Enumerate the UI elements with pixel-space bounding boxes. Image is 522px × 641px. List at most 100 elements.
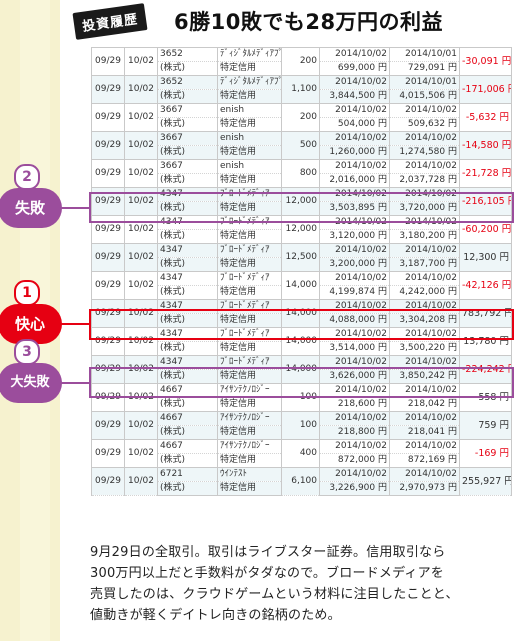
open-date: 2014/10/02 <box>319 243 390 258</box>
settle-date: 10/02 <box>124 131 158 160</box>
settle-date: 10/02 <box>124 383 158 412</box>
credit-type: 特定信用 <box>217 285 282 300</box>
open-amount: 218,800 円 <box>319 425 390 440</box>
credit-type: 特定信用 <box>217 369 282 384</box>
settle-date: 10/02 <box>124 47 158 76</box>
profit-loss: 12,300 円 <box>459 243 512 272</box>
credit-type: 特定信用 <box>217 257 282 272</box>
account-type: (株式) <box>157 145 218 160</box>
stock-code: 4667 <box>157 383 218 398</box>
account-type: (株式) <box>157 229 218 244</box>
stock-code: 3667 <box>157 159 218 174</box>
stock-name: enish <box>217 131 282 146</box>
stock-code: 3667 <box>157 103 218 118</box>
credit-type: 特定信用 <box>217 341 282 356</box>
credit-type: 特定信用 <box>217 89 282 104</box>
quantity: 200 <box>281 103 320 132</box>
close-date: 2014/10/02 <box>389 103 460 118</box>
account-type: (株式) <box>157 313 218 328</box>
credit-type: 特定信用 <box>217 117 282 132</box>
trade-date: 09/29 <box>91 47 125 76</box>
table-row: 09/29 10/02 4347 ﾌﾞﾛｰﾄﾞﾒﾃﾞｨｱ 14,000 2014/10/0… <box>91 271 512 300</box>
account-type: (株式) <box>157 341 218 356</box>
trade-date: 09/29 <box>91 159 125 188</box>
quantity: 800 <box>281 159 320 188</box>
quantity: 400 <box>281 439 320 468</box>
open-amount: 3,514,000 円 <box>319 341 390 356</box>
table-row: 09/29 10/02 4347 ﾌﾞﾛｰﾄﾞﾒﾃﾞｨｱ 12,000 2014/10/0… <box>91 215 512 244</box>
close-amount: 218,041 円 <box>389 425 460 440</box>
trade-date: 09/29 <box>91 131 125 160</box>
account-type: (株式) <box>157 481 218 496</box>
profit-loss: 783,792 円 <box>459 299 512 328</box>
open-date: 2014/10/02 <box>319 187 390 202</box>
stock-code: 4347 <box>157 299 218 314</box>
settle-date: 10/02 <box>124 187 158 216</box>
quantity: 14,000 <box>281 355 320 384</box>
table-row: 09/29 10/02 4347 ﾌﾞﾛｰﾄﾞﾒﾃﾞｨｱ 14,000 2014/10/0… <box>91 355 512 384</box>
close-date: 2014/10/02 <box>389 131 460 146</box>
account-type: (株式) <box>157 201 218 216</box>
close-amount: 3,850,242 円 <box>389 369 460 384</box>
open-date: 2014/10/02 <box>319 159 390 174</box>
headline: 6勝10敗でも28万円の利益 <box>174 10 444 34</box>
open-amount: 3,844,500 円 <box>319 89 390 104</box>
stock-name: ｱｲｻﾝﾃｸﾉﾛｼﾞｰ <box>217 383 282 398</box>
stock-name: enish <box>217 159 282 174</box>
trade-date: 09/29 <box>91 103 125 132</box>
account-type: (株式) <box>157 61 218 76</box>
stock-code: 4347 <box>157 327 218 342</box>
callout-number: 1 <box>14 280 40 307</box>
table-row: 09/29 10/02 4667 ｱｲｻﾝﾃｸﾉﾛｼﾞｰ 400 2014/10/02 20… <box>91 439 512 468</box>
open-date: 2014/10/02 <box>319 467 390 482</box>
stock-name: ﾌﾞﾛｰﾄﾞﾒﾃﾞｨｱ <box>217 215 282 230</box>
callout-badge: 大失敗 <box>0 362 62 403</box>
table-row: 09/29 10/02 4347 ﾌﾞﾛｰﾄﾞﾒﾃﾞｨｱ 14,000 2014/10/0… <box>91 327 512 356</box>
open-amount: 4,088,000 円 <box>319 313 390 328</box>
credit-type: 特定信用 <box>217 201 282 216</box>
open-amount: 2,016,000 円 <box>319 173 390 188</box>
account-type: (株式) <box>157 89 218 104</box>
credit-type: 特定信用 <box>217 173 282 188</box>
close-date: 2014/10/01 <box>389 47 460 62</box>
quantity: 14,000 <box>281 299 320 328</box>
table-row-sub: (株式) 特定信用 699,000 円 729,091 円 <box>91 61 512 76</box>
table-row: 09/29 10/02 3652 ﾃﾞｨｼﾞﾀﾙﾒﾃﾞｨｱﾌﾟﾛ 1,100 2014/1… <box>91 75 512 104</box>
close-amount: 729,091 円 <box>389 61 460 76</box>
open-date: 2014/10/02 <box>319 47 390 62</box>
open-amount: 4,199,874 円 <box>319 285 390 300</box>
open-amount: 699,000 円 <box>319 61 390 76</box>
close-amount: 3,187,700 円 <box>389 257 460 272</box>
open-date: 2014/10/02 <box>319 103 390 118</box>
close-date: 2014/10/02 <box>389 355 460 370</box>
account-type: (株式) <box>157 369 218 384</box>
trade-date: 09/29 <box>91 467 125 496</box>
profit-loss: -14,580 円 <box>459 131 512 160</box>
close-amount: 2,970,973 円 <box>389 481 460 496</box>
stock-name: ﾌﾞﾛｰﾄﾞﾒﾃﾞｨｱ <box>217 355 282 370</box>
stock-code: 4347 <box>157 187 218 202</box>
close-amount: 4,015,506 円 <box>389 89 460 104</box>
quantity: 500 <box>281 131 320 160</box>
close-amount: 509,632 円 <box>389 117 460 132</box>
open-amount: 218,600 円 <box>319 397 390 412</box>
stock-name: ﾌﾞﾛｰﾄﾞﾒﾃﾞｨｱ <box>217 299 282 314</box>
stock-name: ｱｲｻﾝﾃｸﾉﾛｼﾞｰ <box>217 439 282 454</box>
stock-name: ｱｲｻﾝﾃｸﾉﾛｼﾞｰ <box>217 411 282 426</box>
description-line: 売買したのは、クラウドゲームという材料に注目したことと、 <box>90 587 459 602</box>
account-type: (株式) <box>157 285 218 300</box>
stock-code: 3652 <box>157 47 218 62</box>
trades-table: 09/29 10/02 3652 ﾃﾞｨｼﾞﾀﾙﾒﾃﾞｨｱﾌﾟﾛ 200 2014/10/… <box>91 47 512 496</box>
stock-name: ﾃﾞｨｼﾞﾀﾙﾒﾃﾞｨｱﾌﾟﾛ <box>217 75 282 90</box>
account-type: (株式) <box>157 257 218 272</box>
credit-type: 特定信用 <box>217 425 282 440</box>
table-row: 09/29 10/02 4347 ﾌﾞﾛｰﾄﾞﾒﾃﾞｨｱ 12,500 2014/10/0… <box>91 243 512 272</box>
table-row: 09/29 10/02 4347 ﾌﾞﾛｰﾄﾞﾒﾃﾞｨｱ 12,000 2014/10/0… <box>91 187 512 216</box>
account-type: (株式) <box>157 173 218 188</box>
settle-date: 10/02 <box>124 439 158 468</box>
close-amount: 3,180,200 円 <box>389 229 460 244</box>
stock-code: 4667 <box>157 411 218 426</box>
open-date: 2014/10/02 <box>319 411 390 426</box>
close-amount: 3,720,000 円 <box>389 201 460 216</box>
table-row: 09/29 10/02 4347 ﾌﾞﾛｰﾄﾞﾒﾃﾞｨｱ 14,000 2014/10/0… <box>91 299 512 328</box>
